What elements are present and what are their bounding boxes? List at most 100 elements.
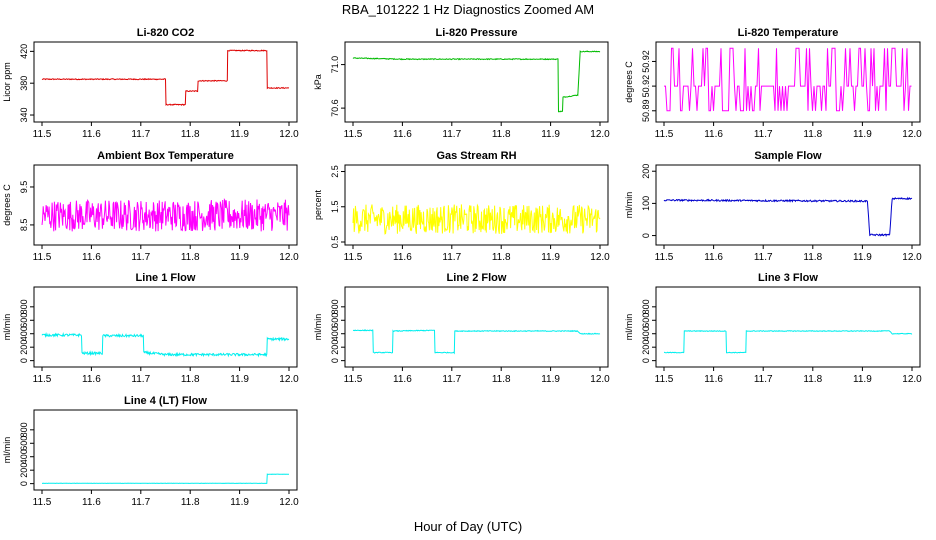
y-tick-label: 0 <box>641 358 651 363</box>
x-tick-label: 11.7 <box>131 129 150 140</box>
y-tick-label: 200 <box>641 164 651 179</box>
x-tick-label: 11.9 <box>230 497 249 508</box>
y-axis-label: percent <box>313 189 323 220</box>
plot-frame <box>655 286 921 368</box>
x-tick-label: 12.0 <box>902 252 922 263</box>
y-tick-label: 600 <box>19 313 29 328</box>
x-tick-label: 11.9 <box>230 129 249 140</box>
figure-title: RBA_101222 1 Hz Diagnostics Zoomed AM <box>342 2 594 17</box>
y-tick-label: 400 <box>19 449 29 464</box>
x-tick-label: 11.8 <box>181 252 200 263</box>
x-tick-label: 11.8 <box>803 129 822 140</box>
x-tick-label: 11.6 <box>704 374 723 385</box>
y-tick-label: 400 <box>641 326 651 341</box>
series-line <box>41 49 290 106</box>
panel-8: Line 2 Flow ml/min 11.5 11.6 11.7 11.8 11.9 12.… <box>313 272 610 385</box>
x-tick-label: 11.7 <box>754 129 773 140</box>
y-tick-label: 8.5 <box>19 219 29 232</box>
y-axis-label: degrees C <box>624 61 634 103</box>
x-tick-label: 11.8 <box>492 374 511 385</box>
x-tick-label: 11.5 <box>344 252 363 263</box>
plot-frame <box>655 164 921 246</box>
x-tick-label: 11.6 <box>82 252 101 263</box>
y-tick-label: 800 <box>641 299 651 314</box>
series-line <box>41 198 290 232</box>
y-tick-label: 200 <box>641 340 651 355</box>
y-tick-label: 0 <box>641 233 651 238</box>
y-tick-label: 71.0 <box>330 56 340 74</box>
y-axis-label: ml/min <box>2 314 12 341</box>
x-tick-label: 11.6 <box>82 497 101 508</box>
x-tick-label: 11.7 <box>754 252 773 263</box>
y-tick-label: 200 <box>19 340 29 355</box>
y-tick-label: 800 <box>19 422 29 437</box>
series-line <box>352 203 601 235</box>
y-tick-label: 0 <box>330 358 340 363</box>
x-tick-label: 11.8 <box>803 252 822 263</box>
y-tick-label: 800 <box>19 299 29 314</box>
x-tick-label: 11.7 <box>131 497 150 508</box>
y-tick-label: 70.6 <box>330 99 340 117</box>
x-tick-label: 11.9 <box>853 252 872 263</box>
x-tick-label: 11.5 <box>33 252 52 263</box>
x-tick-label: 11.6 <box>393 374 412 385</box>
y-axis-label: ml/min <box>624 192 634 219</box>
y-tick-label: 600 <box>19 436 29 451</box>
x-tick-label: 11.8 <box>181 129 200 140</box>
x-tick-label: 12.0 <box>902 129 922 140</box>
panel-7: Line 1 Flow ml/min 11.5 11.6 11.7 11.8 11.9 12.… <box>2 272 299 385</box>
panel-2: Li-820 Pressure kPa 11.5 11.6 11.7 11.8 11.9 12… <box>313 27 610 140</box>
y-tick-label: 800 <box>330 299 340 314</box>
x-tick-label: 11.8 <box>492 129 511 140</box>
series-line <box>352 329 601 355</box>
panel-title: Line 3 Flow <box>758 272 818 284</box>
y-tick-label: 400 <box>19 326 29 341</box>
x-tick-label: 12.0 <box>590 129 610 140</box>
x-tick-label: 11.5 <box>655 129 674 140</box>
x-tick-label: 11.6 <box>82 374 101 385</box>
y-tick-label: 50.92 <box>641 50 651 73</box>
y-axis-label: ml/min <box>624 314 634 341</box>
panel-5: Gas Stream RH percent 11.5 11.6 11.7 11.8 11.9… <box>313 150 610 263</box>
y-tick-label: 420 <box>19 44 29 59</box>
panel-title: Line 4 (LT) Flow <box>124 395 207 407</box>
x-tick-label: 11.8 <box>181 374 200 385</box>
y-tick-label: 400 <box>330 326 340 341</box>
plot-frame <box>344 41 609 123</box>
x-tick-label: 11.6 <box>704 252 723 263</box>
y-tick-label: 200 <box>19 463 29 478</box>
panel-title: Li-820 CO2 <box>137 27 194 39</box>
panel-title: Line 2 Flow <box>447 272 507 284</box>
plot-frame <box>33 409 298 491</box>
y-tick-label: 0.5 <box>330 236 340 249</box>
series-line <box>663 196 913 237</box>
y-tick-label: 50.89 <box>641 100 651 123</box>
figure-xlabel: Hour of Day (UTC) <box>414 519 522 534</box>
y-axis-label: ml/min <box>313 314 323 341</box>
x-tick-label: 11.5 <box>33 497 52 508</box>
x-tick-label: 11.7 <box>754 374 773 385</box>
y-tick-label: 0 <box>19 358 29 363</box>
plot-frame <box>33 164 298 246</box>
series-line <box>352 50 601 113</box>
x-tick-label: 12.0 <box>279 497 299 508</box>
x-tick-label: 11.6 <box>393 252 412 263</box>
panel-9: Line 3 Flow ml/min 11.5 11.6 11.7 11.8 11.9 12.… <box>624 272 922 385</box>
x-tick-label: 11.5 <box>344 374 363 385</box>
x-tick-label: 11.6 <box>82 129 101 140</box>
x-tick-label: 11.5 <box>33 374 52 385</box>
x-tick-label: 11.5 <box>655 252 674 263</box>
panel-title: Gas Stream RH <box>436 150 516 162</box>
panel-title: Li-820 Temperature <box>738 27 839 39</box>
panel-1: Li-820 CO2 Licor ppm 11.5 11.6 11.7 11.8 11.9 1… <box>2 27 299 140</box>
y-axis-label: degrees C <box>2 184 12 226</box>
x-tick-label: 12.0 <box>902 374 922 385</box>
x-tick-label: 11.8 <box>181 497 200 508</box>
plot-frame <box>655 41 921 123</box>
y-tick-label: 9.5 <box>19 181 29 194</box>
x-tick-label: 11.5 <box>344 129 363 140</box>
y-tick-label: 1.5 <box>330 201 340 214</box>
x-tick-label: 11.6 <box>704 129 723 140</box>
y-tick-label: 380 <box>19 76 29 91</box>
x-tick-label: 11.7 <box>131 252 150 263</box>
